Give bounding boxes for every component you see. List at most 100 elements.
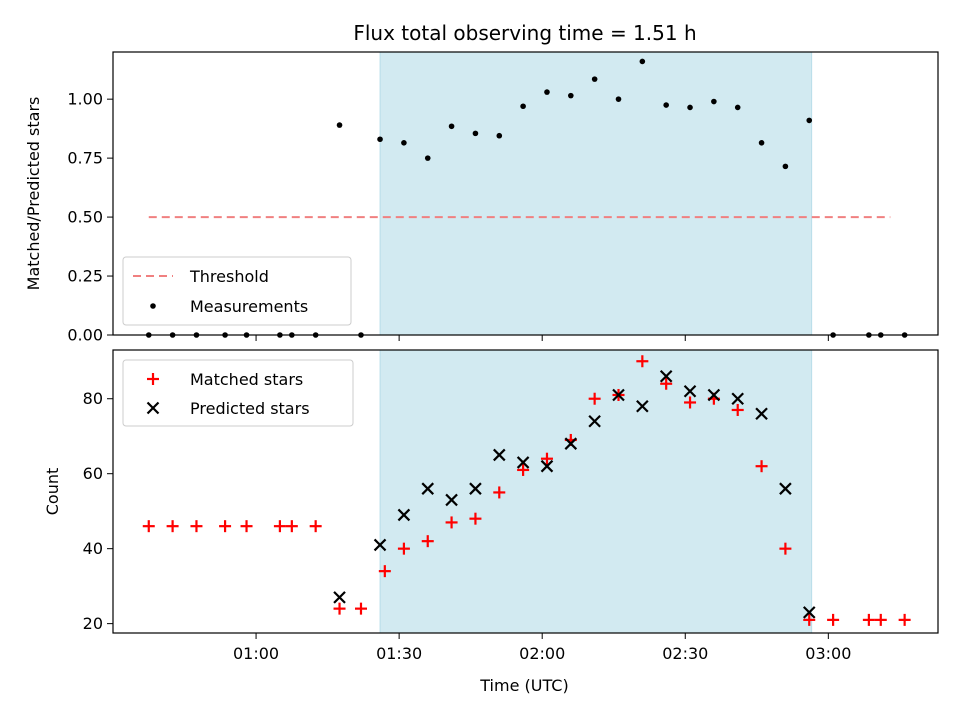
x-stroke-b (516, 456, 530, 469)
y-tick-label: 60 (83, 464, 103, 483)
y-axis-label: Matched/Predicted stars (24, 97, 43, 291)
bottom-panel: 20 40 60 80 01:00 01:30 02:00 02:30 03:00 Count Ti… (43, 349, 939, 695)
data-point (424, 155, 431, 161)
matched-stars-point (397, 542, 410, 555)
x-stroke-b (469, 482, 482, 495)
matched-stars-point (803, 613, 816, 626)
predicted-stars-point (707, 388, 721, 402)
matched-stars-point (354, 602, 367, 615)
y-tick-label: 20 (83, 614, 103, 633)
predicted-stars-point (588, 414, 601, 428)
x-stroke-b (492, 448, 506, 462)
matched-stars-point (285, 520, 298, 533)
data-point (448, 123, 455, 130)
x-tick-label: 03:00 (805, 644, 851, 663)
data-point (568, 92, 574, 99)
data-point (782, 163, 789, 170)
legend-predicted-label: Predicted stars (190, 399, 310, 418)
x-stroke-b (755, 407, 768, 420)
observing-window-span (379, 349, 813, 634)
x-stroke-b (421, 482, 435, 495)
matched-stars-point (378, 565, 391, 578)
predicted-stars-point (636, 399, 649, 413)
data-point (591, 76, 598, 82)
matched-stars-point (731, 403, 744, 416)
matched-stars-point (469, 512, 482, 525)
data-point (758, 139, 765, 146)
predicted-stars-point (469, 482, 482, 495)
legend: Threshold Measurements (122, 256, 352, 326)
y-tick-label: 0.75 (67, 149, 103, 168)
data-point (687, 104, 693, 111)
data-point (544, 89, 550, 95)
predicted-stars-point (564, 437, 578, 450)
y-tick-label: 40 (83, 539, 103, 558)
predicted-stars-point (731, 392, 744, 406)
matched-stars-point (240, 520, 253, 533)
matched-stars-point (874, 613, 887, 626)
y-axis-label: Count (43, 468, 62, 516)
legend-measurements-swatch (150, 303, 156, 309)
x-tick-label: 02:00 (519, 644, 565, 663)
legend-frame (122, 359, 354, 427)
data-point (472, 130, 479, 137)
data-point (401, 139, 407, 146)
matched-stars-point (273, 520, 286, 533)
x-tick-label: 01:30 (376, 644, 422, 663)
data-point (615, 96, 622, 102)
x-stroke-b (540, 459, 554, 473)
matched-stars-point (660, 377, 673, 390)
predicted-stars-point (659, 369, 673, 383)
predicted-stars-point (540, 459, 554, 473)
matched-stars-point (684, 396, 697, 409)
legend-measurements-label: Measurements (190, 297, 308, 316)
predicted-stars-point (516, 456, 530, 469)
count-markers (142, 355, 911, 626)
matched-stars-point (588, 392, 601, 405)
y-tick-label: 0.00 (67, 326, 103, 345)
matched-stars-point (827, 613, 840, 626)
x-stroke-b (683, 384, 697, 398)
x-stroke-b (445, 493, 458, 507)
x-stroke-b (707, 388, 721, 402)
legend-matched-label: Matched stars (190, 370, 303, 389)
matched-stars-point (445, 516, 458, 529)
predicted-stars-point (445, 493, 458, 507)
y-tick-label: 0.50 (67, 208, 103, 227)
matched-stars-point (636, 355, 649, 368)
x-stroke-b (731, 392, 744, 406)
x-axis-label: Time (UTC) (479, 676, 568, 695)
matched-stars-point (421, 535, 434, 548)
matched-stars-point (309, 520, 322, 533)
legend-predicted-swatch-b (146, 401, 160, 415)
x-tick-label: 02:30 (662, 644, 708, 663)
x-stroke-b (564, 437, 578, 450)
x-stroke-b (636, 399, 649, 413)
y-tick-label: 0.25 (67, 267, 103, 286)
x-stroke-b (588, 414, 601, 428)
matched-stars-point (333, 602, 346, 615)
matched-stars-point (142, 520, 155, 533)
y-tick-label: 80 (83, 389, 103, 408)
matched-stars-point (166, 520, 179, 533)
data-point (336, 122, 343, 128)
matched-stars-point (779, 542, 792, 555)
x-tick-label: 01:00 (233, 644, 279, 663)
legend-threshold-label: Threshold (189, 267, 269, 286)
matched-stars-point (862, 613, 875, 626)
matched-stars-point (517, 463, 530, 476)
x-stroke-b (612, 388, 625, 402)
x-stroke-b (802, 606, 816, 619)
y-tick-label: 1.00 (67, 90, 103, 109)
matched-stars-point (219, 520, 232, 533)
top-panel: 0.00 0.25 0.50 0.75 1.00 Matched/Predicted st… (24, 51, 939, 345)
matched-stars-point (190, 520, 203, 533)
x-stroke-b (779, 482, 792, 495)
x-stroke-b (333, 591, 346, 604)
matched-stars-point (898, 613, 911, 626)
data-point (711, 98, 717, 105)
data-point (520, 103, 526, 110)
predicted-stars-point (779, 482, 792, 495)
x-stroke-b (659, 369, 673, 383)
